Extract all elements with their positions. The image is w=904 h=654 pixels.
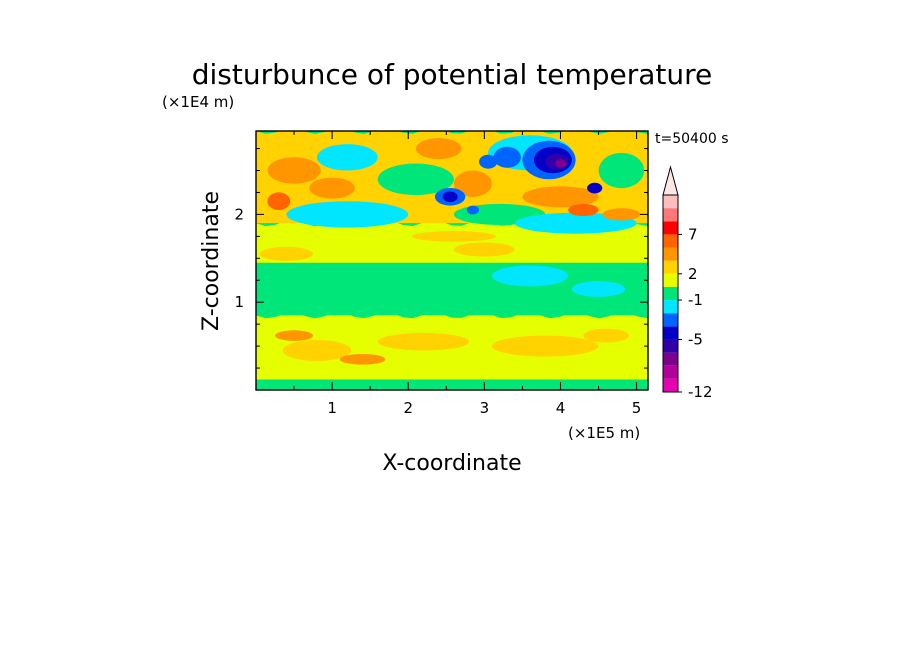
y-tick-label: 1: [234, 293, 244, 311]
contour-cell: [453, 242, 515, 257]
colorbar-swatch: [663, 247, 678, 261]
contour-cell: [491, 265, 569, 287]
x-axis-ticks: 1 2 3 4 5: [293, 131, 642, 417]
colorbar-swatch: [663, 300, 678, 314]
time-annotation: t=50400 s: [655, 131, 729, 147]
contour-cell: [267, 192, 291, 210]
colorbar-swatch: [663, 195, 678, 209]
colorbar-swatch: [663, 208, 678, 222]
contour-cell: [493, 146, 521, 168]
colorbar-swatch: [663, 352, 678, 366]
contour-cell: [339, 354, 386, 365]
contour-cell: [442, 191, 458, 203]
contour-cell: [479, 154, 498, 169]
colorbar-swatch: [663, 365, 678, 379]
contour-cell: [282, 340, 352, 361]
colorbar-extend-arrow: [662, 165, 679, 196]
x-tick-label: 2: [403, 399, 413, 417]
contour-cell: [568, 203, 599, 217]
colorbar-label: 2: [688, 265, 698, 283]
y-axis-label: Z-coordinate: [199, 191, 224, 331]
y-axis-ticks: 12: [234, 148, 648, 369]
contour-field: [256, 131, 648, 390]
contour-cell: [377, 332, 470, 351]
contour-cell: [602, 208, 641, 221]
x-axis-unit: (×1E5 m): [568, 424, 640, 442]
x-tick-label: 4: [556, 399, 566, 417]
contour-cell: [275, 330, 314, 341]
colorbar-swatch: [663, 326, 678, 340]
contour-cell: [466, 205, 479, 215]
x-tick-label: 5: [632, 399, 642, 417]
contour-cell: [286, 201, 409, 228]
colorbar-label: -1: [688, 291, 703, 309]
contour-cell: [587, 182, 603, 194]
contour-cell: [571, 281, 626, 297]
contour-cell: [412, 231, 496, 242]
contour-cell: [259, 246, 313, 261]
colorbar-swatch: [663, 286, 678, 301]
y-axis-unit: (×1E4 m): [162, 93, 234, 111]
colorbar-swatch: [663, 221, 678, 235]
colorbar-swatch: [663, 260, 678, 274]
colorbar: -12-5-127: [662, 165, 713, 401]
colorbar-label: -5: [688, 330, 703, 348]
contour-cell: [583, 328, 629, 343]
x-tick-label: 3: [480, 399, 490, 417]
plot-frame: [255, 130, 649, 391]
contour-cell: [267, 157, 321, 184]
y-tick-label: 2: [234, 205, 244, 223]
x-tick-label: 1: [327, 399, 337, 417]
colorbar-label: -12: [688, 383, 713, 401]
contour-cell: [316, 144, 378, 171]
contour-cell: [309, 177, 355, 199]
colorbar-swatch: [663, 378, 678, 392]
contour-cell: [598, 152, 645, 189]
colorbar-swatch: [663, 273, 678, 287]
colorbar-label: 7: [688, 225, 698, 243]
contour-cell: [377, 163, 454, 196]
colorbar-swatch: [663, 234, 678, 248]
x-axis-label: X-coordinate: [382, 451, 521, 476]
contour-cell: [522, 186, 599, 208]
colorbar-swatch: [663, 339, 678, 353]
contour-cell: [491, 335, 599, 357]
colorbar-swatch: [663, 313, 678, 327]
chart-title: disturbunce of potential temperature: [192, 58, 713, 91]
contour-cell: [415, 138, 462, 160]
contour-cell: [453, 170, 492, 197]
contour-cell: [555, 159, 566, 168]
